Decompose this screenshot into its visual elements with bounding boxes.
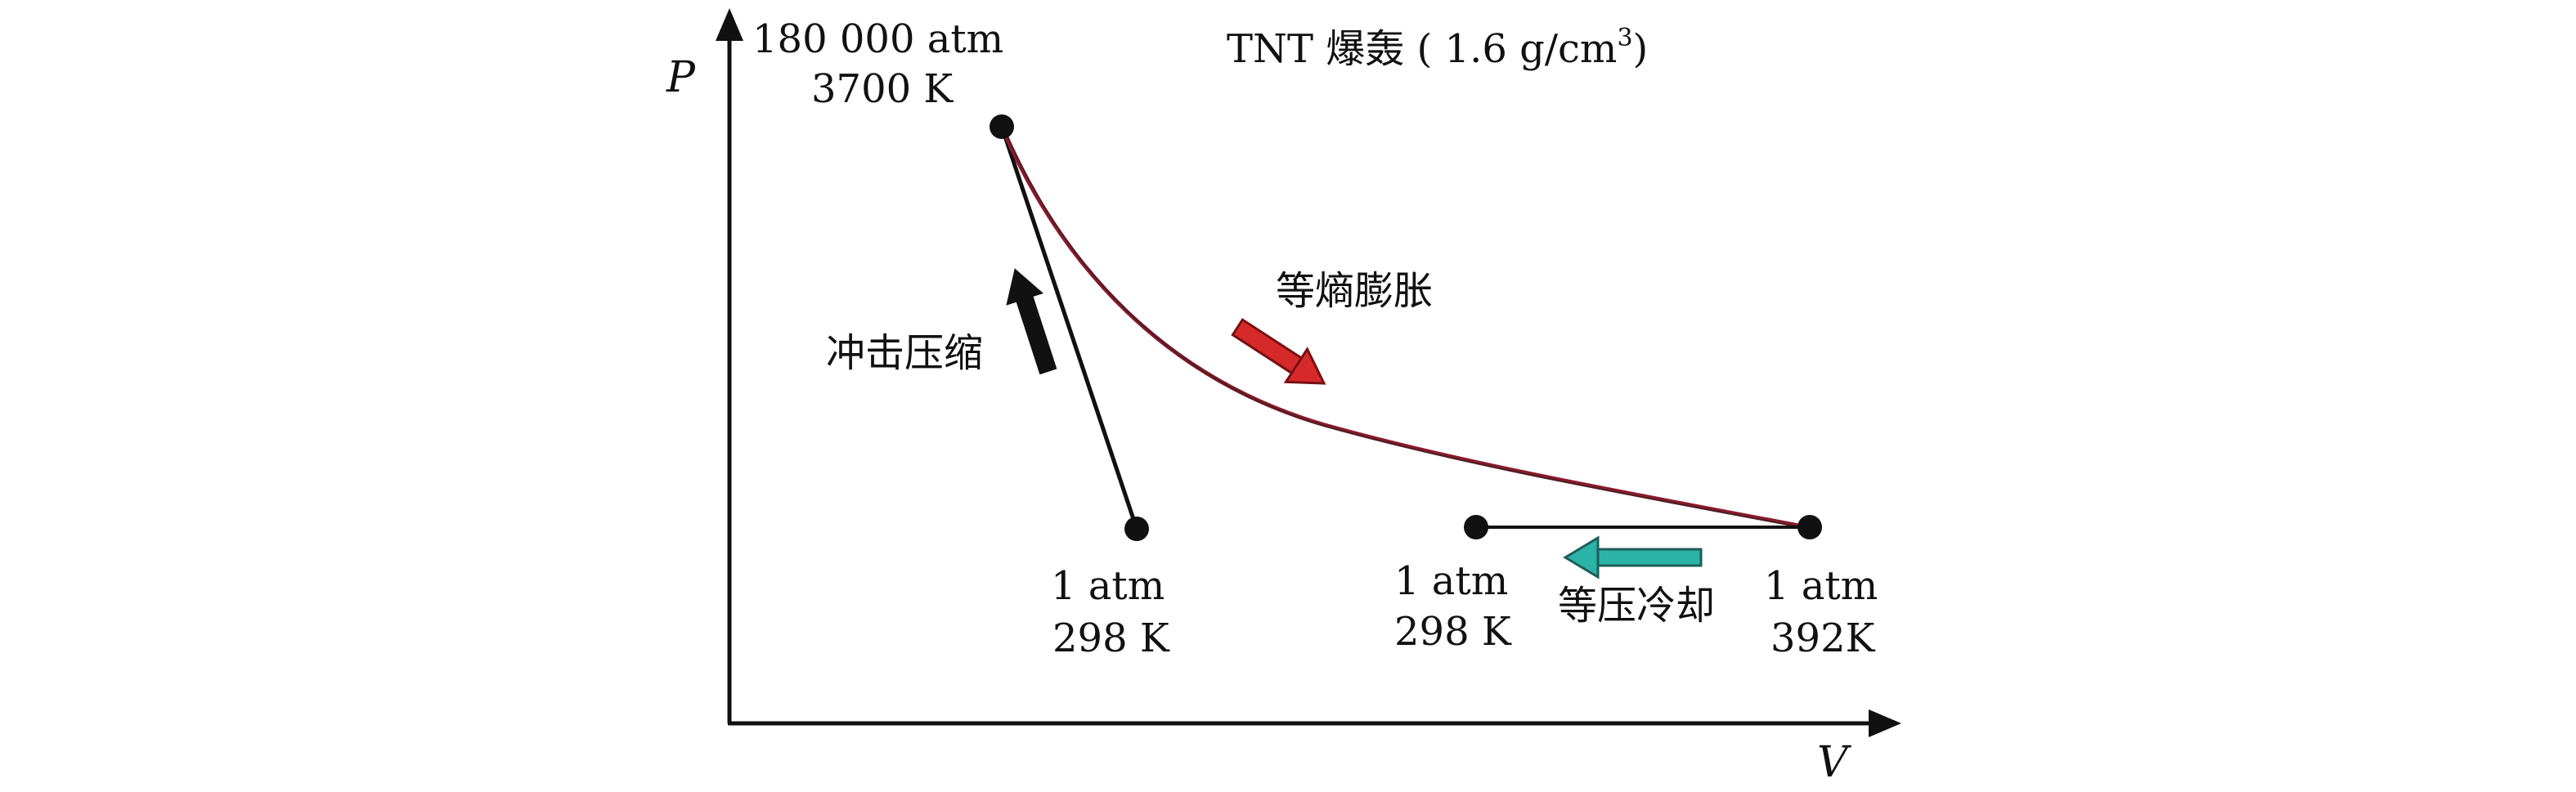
y-axis-label: P bbox=[666, 53, 696, 102]
isentropic-arrow bbox=[1231, 318, 1326, 385]
shock-compression-line bbox=[999, 126, 1139, 530]
title-close: ) bbox=[1633, 26, 1649, 72]
label-isobaric-cooling: 等压冷却 bbox=[1558, 583, 1715, 629]
label-cooled-temperature: 298 K bbox=[1394, 609, 1512, 655]
y-axis-arrowhead bbox=[716, 8, 743, 41]
state-point-initial bbox=[1124, 517, 1149, 541]
label-isentropic-expansion: 等熵膨胀 bbox=[1276, 268, 1433, 314]
isobaric-arrow bbox=[1563, 535, 1703, 579]
state-points bbox=[990, 114, 1822, 541]
isentropic-expansion-curve bbox=[999, 126, 1808, 530]
label-initial-temperature: 298 K bbox=[1052, 615, 1170, 661]
x-axis-arrowhead bbox=[1869, 709, 1901, 737]
label-expanded-pressure: 1 atm bbox=[1764, 563, 1878, 609]
axes: P V bbox=[666, 8, 1901, 787]
x-axis-label: V bbox=[1817, 738, 1851, 787]
shock-arrow bbox=[1006, 268, 1057, 375]
state-point-expanded bbox=[1797, 515, 1822, 539]
label-top-pressure: 180 000 atm bbox=[752, 16, 1003, 62]
label-expanded-temperature: 392K bbox=[1770, 615, 1876, 661]
title-text: TNT 爆轰 ( 1.6 g/cm bbox=[1227, 26, 1617, 72]
label-cooled-pressure: 1 atm bbox=[1394, 558, 1508, 604]
isentropic-curve-shadow bbox=[1003, 128, 1811, 530]
state-point-top bbox=[990, 114, 1014, 139]
label-top-temperature: 3700 K bbox=[811, 66, 954, 112]
label-initial-pressure: 1 atm bbox=[1051, 563, 1165, 609]
title-superscript: 3 bbox=[1617, 24, 1632, 52]
diagram-title: TNT 爆轰 ( 1.6 g/cm3) bbox=[1227, 24, 1648, 72]
state-point-cooled bbox=[1464, 515, 1488, 539]
label-shock-compression: 冲击压缩 bbox=[826, 330, 983, 376]
